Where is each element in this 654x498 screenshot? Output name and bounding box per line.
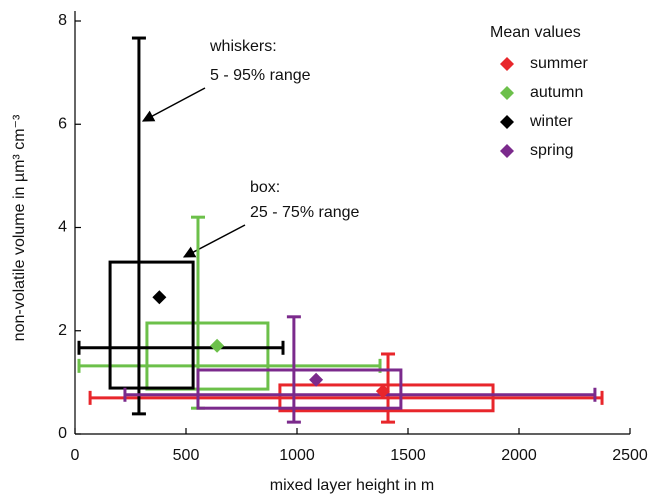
legend-label: summer [530,55,588,72]
annotation: box: [250,179,280,196]
box [145,321,270,391]
annotation: whiskers: [209,38,277,55]
legend-title: Mean values [490,24,581,41]
x-tick-label: 0 [71,447,80,464]
legend-marker [500,115,514,129]
x-tick-label: 500 [173,447,200,464]
mean-marker [309,372,324,387]
annotation: 5 - 95% range [210,67,311,84]
x-tick-label: 2000 [501,447,537,464]
y-tick-label: 8 [58,12,67,29]
x-tick-label: 1000 [279,447,315,464]
legend-marker [500,144,514,158]
legend-marker [500,57,514,71]
box [196,368,403,410]
legend-label: winter [529,113,573,130]
box [278,383,495,413]
annotation-arrow [141,87,206,122]
mean-marker [375,384,390,399]
mean-marker [152,290,167,305]
annotation: 25 - 75% range [250,204,360,221]
x-tick-label: 1500 [390,447,426,464]
y-tick-label: 2 [58,322,67,339]
annotation-arrow [182,224,246,258]
y-tick-label: 0 [58,425,67,442]
legend-label: spring [530,142,574,159]
box [108,260,195,390]
legend-label: autumn [530,84,583,101]
x-tick-label: 2500 [612,447,648,464]
mean-marker [210,338,225,353]
y-tick-label: 4 [58,219,67,236]
y-axis-label: non-volatile volume in µm³ cm⁻³ [11,114,28,341]
y-tick-label: 6 [58,115,67,132]
x-axis-label: mixed layer height in m [270,477,435,494]
legend-marker [500,86,514,100]
